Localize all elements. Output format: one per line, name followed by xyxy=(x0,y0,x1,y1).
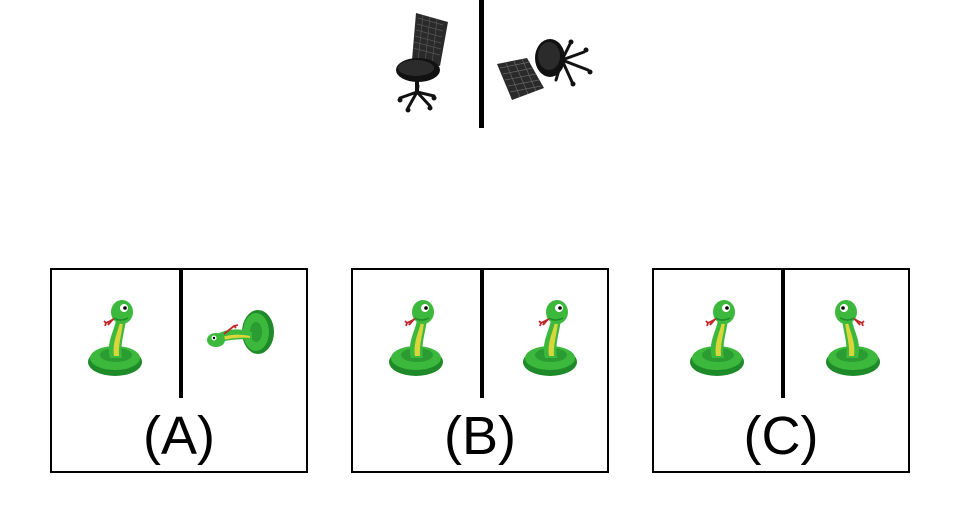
snake-image-left xyxy=(689,299,745,377)
reference-pair xyxy=(380,0,600,130)
snake-image-right xyxy=(522,299,578,377)
option-divider xyxy=(179,270,183,398)
snake-image-left xyxy=(388,299,444,377)
snake-image-right xyxy=(206,309,275,355)
option-divider xyxy=(480,270,484,398)
option-b-box[interactable]: (B) xyxy=(351,268,609,473)
option-a-box[interactable]: (A) xyxy=(50,268,308,473)
office-chair-image-right xyxy=(497,39,593,100)
snake-image-left xyxy=(87,299,143,377)
option-label: (B) xyxy=(444,406,516,466)
option-label: (A) xyxy=(143,406,215,466)
option-divider xyxy=(781,270,785,398)
snake-image-right xyxy=(825,299,881,377)
reference-divider xyxy=(479,0,484,128)
option-c-box[interactable]: (C) xyxy=(652,268,910,473)
office-chair-image-left xyxy=(396,13,448,113)
option-label: (C) xyxy=(743,406,819,466)
